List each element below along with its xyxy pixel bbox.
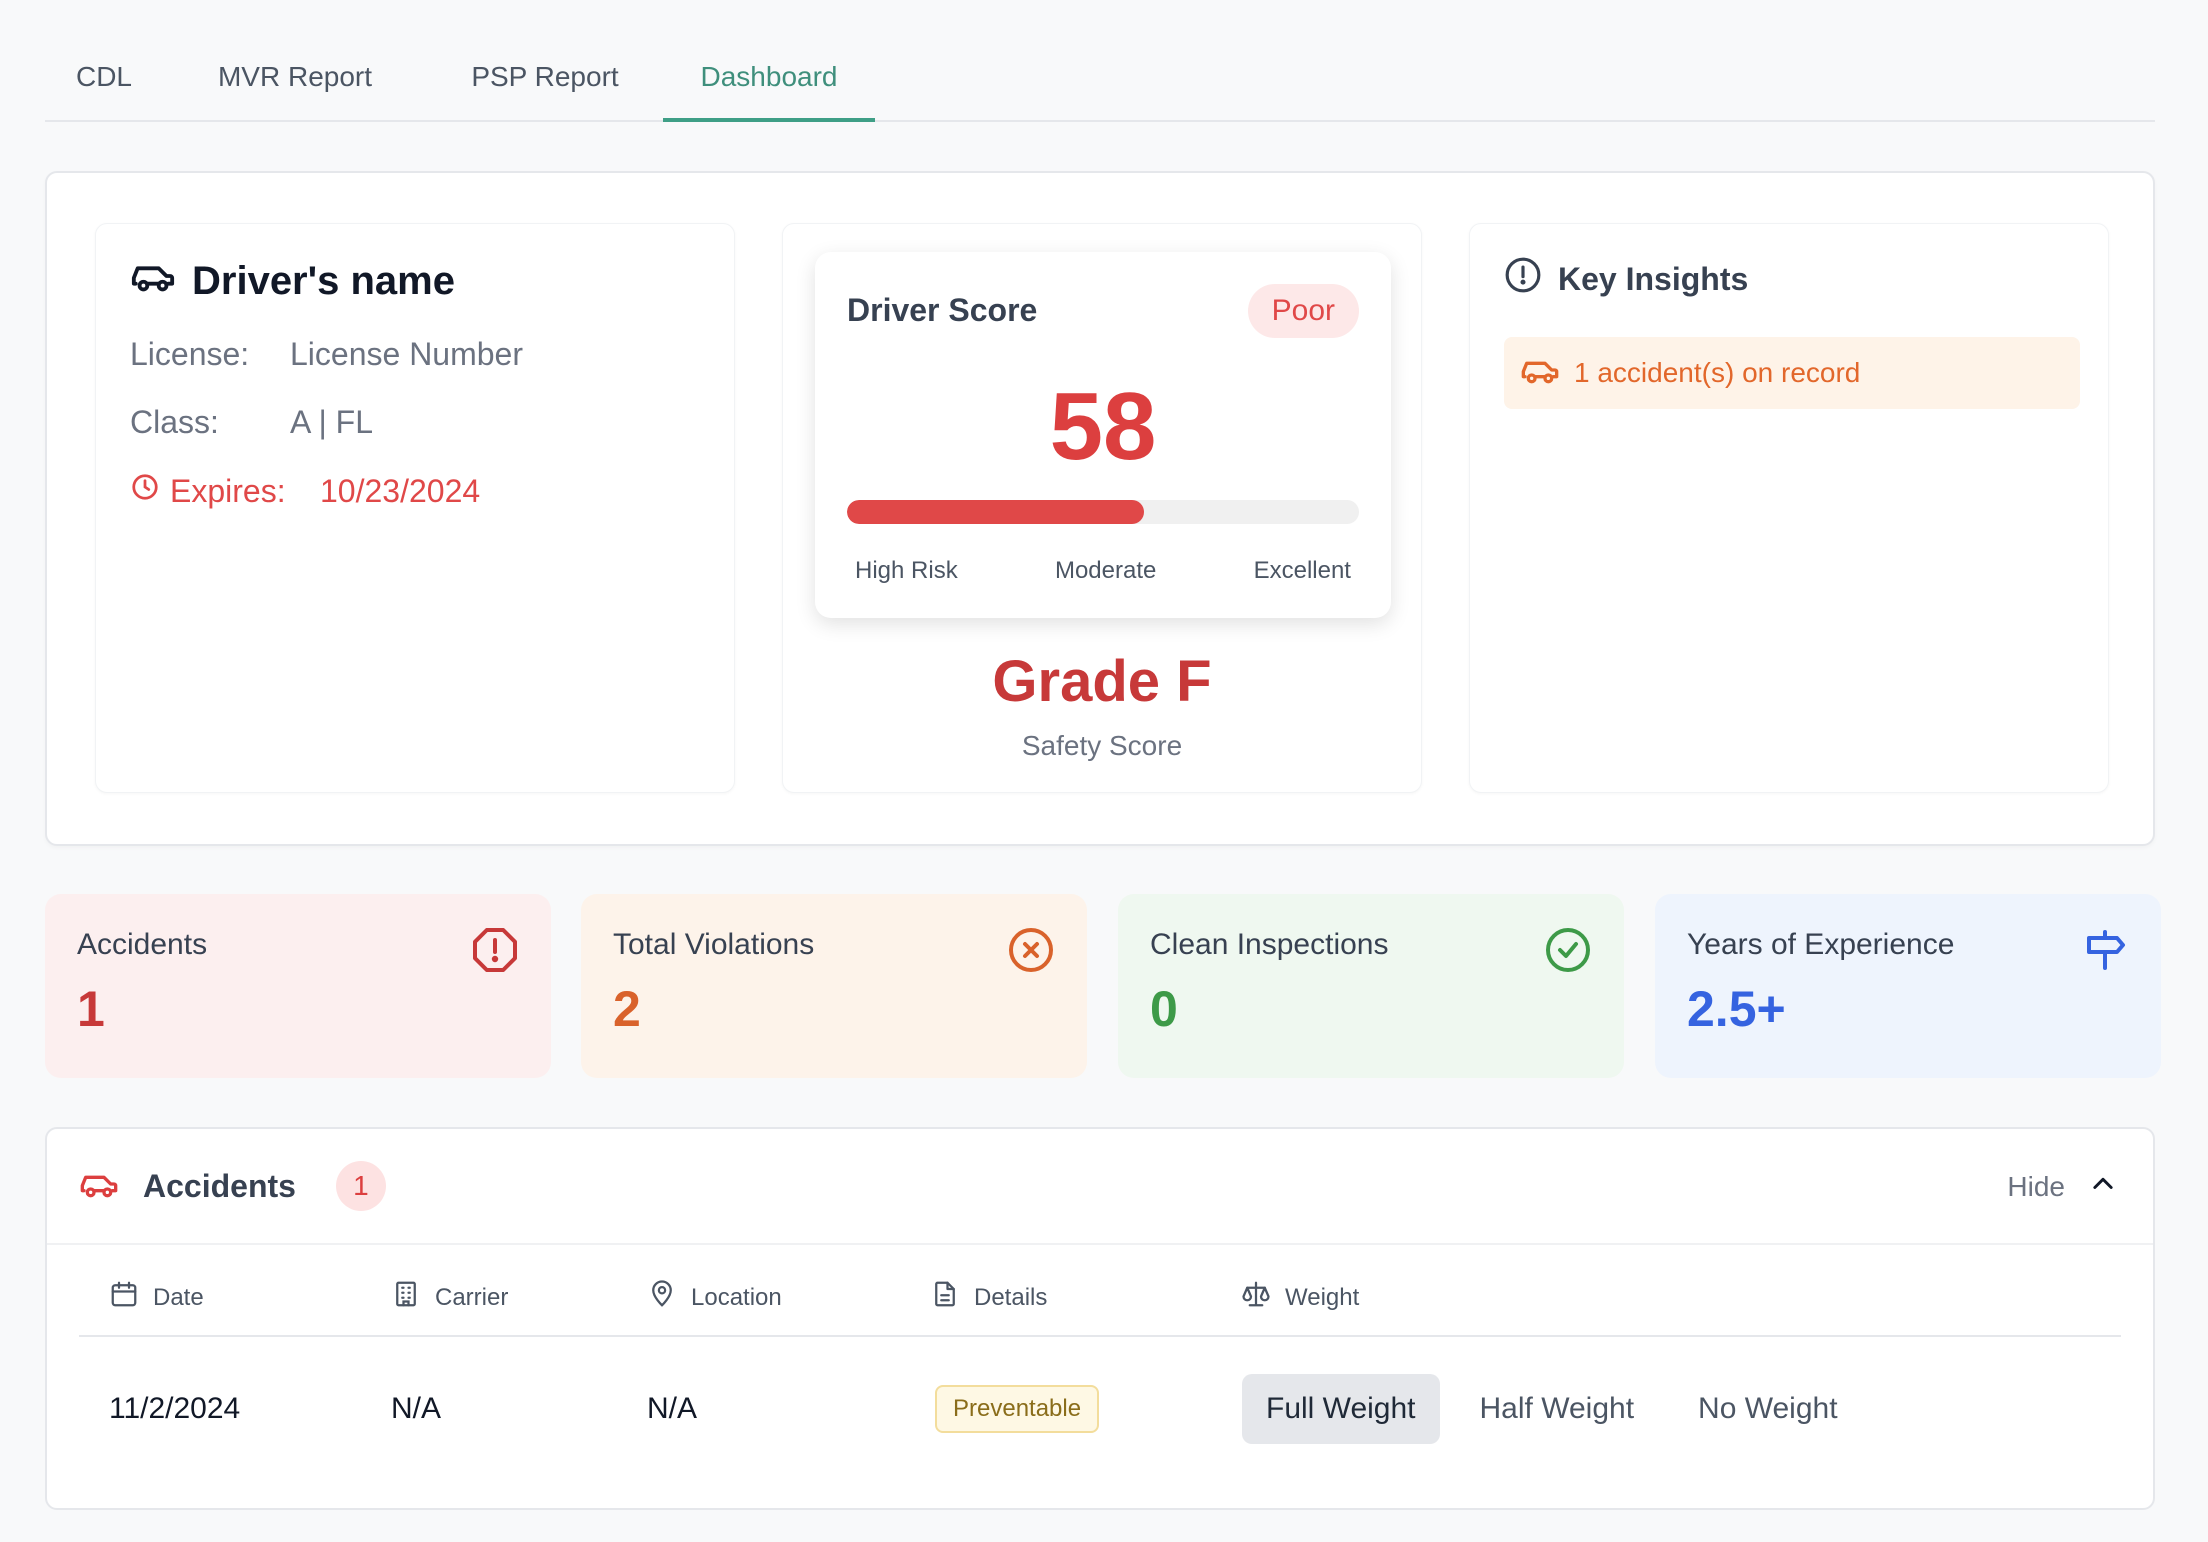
tab-cdl[interactable]: CDL <box>75 61 132 92</box>
cell-carrier: N/A <box>391 1392 442 1425</box>
hide-toggle-button[interactable]: Hide <box>2007 1129 2117 1245</box>
column-label: Weight <box>1285 1283 1360 1311</box>
weight-selector: Full Weight Half Weight No Weight <box>1242 1374 1862 1444</box>
class-label: Class: <box>130 404 219 440</box>
tab-dashboard[interactable]: Dashboard <box>663 0 875 122</box>
scale-icon <box>1241 1279 1271 1316</box>
calendar-icon <box>109 1279 139 1316</box>
hide-label: Hide <box>2007 1171 2065 1202</box>
stat-years-experience: Years of Experience 2.5+ <box>1655 894 2161 1078</box>
expires-label-wrap: Expires: <box>130 472 320 510</box>
stat-value: 1 <box>77 981 105 1037</box>
class-value: A | FL <box>290 404 374 440</box>
file-icon <box>930 1279 960 1316</box>
car-icon <box>79 1169 119 1204</box>
x-circle-icon <box>1007 926 1055 979</box>
expires-row: Expires: 10/23/2024 <box>130 472 480 510</box>
accidents-title: Accidents <box>143 1167 296 1204</box>
insights-header: Key Insights <box>1504 256 1748 302</box>
cell-date: 11/2/2024 <box>109 1392 241 1425</box>
column-label: Details <box>974 1283 1048 1311</box>
column-carrier: Carrier <box>391 1279 508 1316</box>
scale-high-label: Excellent <box>1253 557 1351 584</box>
stat-value: 2 <box>613 981 641 1037</box>
driver-name: Driver's name <box>192 258 455 303</box>
grade-label: Grade F <box>992 649 1212 714</box>
preventable-badge: Preventable <box>935 1385 1100 1433</box>
column-location: Location <box>647 1279 782 1316</box>
score-title: Driver Score <box>847 292 1038 328</box>
license-row: License: License Number <box>130 336 523 373</box>
stat-value: 0 <box>1150 981 1178 1037</box>
scale-mid-label: Moderate <box>1054 557 1157 584</box>
expires-value: 10/23/2024 <box>320 472 481 509</box>
scale-low-label: High Risk <box>855 557 958 584</box>
driver-info-panel: Driver's name License: License Number Cl… <box>95 223 735 793</box>
cell-weight: Full Weight Half Weight No Weight <box>1242 1369 1862 1449</box>
score-card: Driver Score Poor 58 High Risk Moderate … <box>815 252 1391 618</box>
tab-psp-report[interactable]: PSP Report <box>471 61 619 92</box>
full-weight-button[interactable]: Full Weight <box>1242 1374 1440 1444</box>
insight-item: 1 accident(s) on record <box>1504 337 2080 409</box>
license-label: License: <box>130 336 250 372</box>
table-row: 11/2/2024 N/A N/A Preventable Full Weigh… <box>79 1369 2121 1449</box>
building-icon <box>391 1279 421 1316</box>
stat-value: 2.5+ <box>1687 981 1786 1037</box>
car-icon <box>1520 355 1560 392</box>
accidents-table-header: Date Carrier Location <box>79 1279 2121 1337</box>
score-progress-fill <box>847 500 1144 524</box>
car-icon <box>130 258 176 304</box>
alert-octagon-icon <box>471 926 519 979</box>
score-value: 58 <box>1049 373 1157 480</box>
key-insights-panel: Key Insights 1 accident(s) on record <box>1469 223 2109 793</box>
chevron-up-icon <box>2089 1170 2117 1205</box>
clock-icon <box>130 472 160 510</box>
driver-overview-card: Driver's name License: License Number Cl… <box>45 171 2155 846</box>
column-label: Carrier <box>435 1283 509 1311</box>
license-value: License Number <box>290 336 523 372</box>
tab-bar: CDL MVR Report PSP Report Dashboard <box>45 0 2155 122</box>
class-row: Class: A | FL <box>130 404 373 441</box>
info-circle-icon <box>1504 256 1542 302</box>
check-circle-icon <box>1544 926 1592 979</box>
grade-subtitle: Safety Score <box>1021 730 1183 761</box>
score-scale: High Risk Moderate Excellent <box>855 557 1351 585</box>
insights-title: Key Insights <box>1558 260 1749 297</box>
stat-accidents: Accidents 1 <box>45 894 551 1078</box>
column-details: Details <box>930 1279 1047 1316</box>
stat-total-violations: Total Violations 2 <box>581 894 1087 1078</box>
cell-details: Preventable <box>935 1369 1100 1449</box>
column-weight: Weight <box>1241 1279 1359 1316</box>
insight-text: 1 accident(s) on record <box>1574 357 1861 388</box>
driver-score-panel: Driver Score Poor 58 High Risk Moderate … <box>782 223 1422 793</box>
accidents-header: Accidents 1 Hide <box>47 1129 2153 1245</box>
dashboard-page: CDL MVR Report PSP Report Dashboard Driv… <box>45 0 2161 1510</box>
stat-label: Accidents <box>77 928 208 961</box>
accidents-count-badge: 1 <box>335 1161 386 1211</box>
tab-mvr-report[interactable]: MVR Report <box>217 61 373 92</box>
accidents-section: Accidents 1 Hide Date <box>45 1127 2155 1510</box>
stat-cards: Accidents 1 Total Violations 2 Clean Ins… <box>45 894 2161 1078</box>
column-label: Date <box>153 1283 204 1311</box>
stat-label: Total Violations <box>613 928 815 961</box>
cell-location: N/A <box>647 1392 698 1425</box>
driver-header: Driver's name <box>130 258 455 304</box>
expires-label: Expires: <box>170 472 286 509</box>
score-progress-bar <box>847 500 1359 524</box>
score-rating-badge: Poor <box>1247 284 1359 338</box>
stat-label: Years of Experience <box>1687 928 1955 961</box>
half-weight-button[interactable]: Half Weight <box>1479 1392 1635 1425</box>
signpost-icon <box>2081 926 2129 979</box>
stat-clean-inspections: Clean Inspections 0 <box>1118 894 1624 1078</box>
no-weight-button[interactable]: No Weight <box>1698 1392 1838 1425</box>
stat-label: Clean Inspections <box>1150 928 1389 961</box>
map-pin-icon <box>647 1279 677 1316</box>
column-label: Location <box>691 1283 782 1311</box>
column-date: Date <box>109 1279 204 1316</box>
